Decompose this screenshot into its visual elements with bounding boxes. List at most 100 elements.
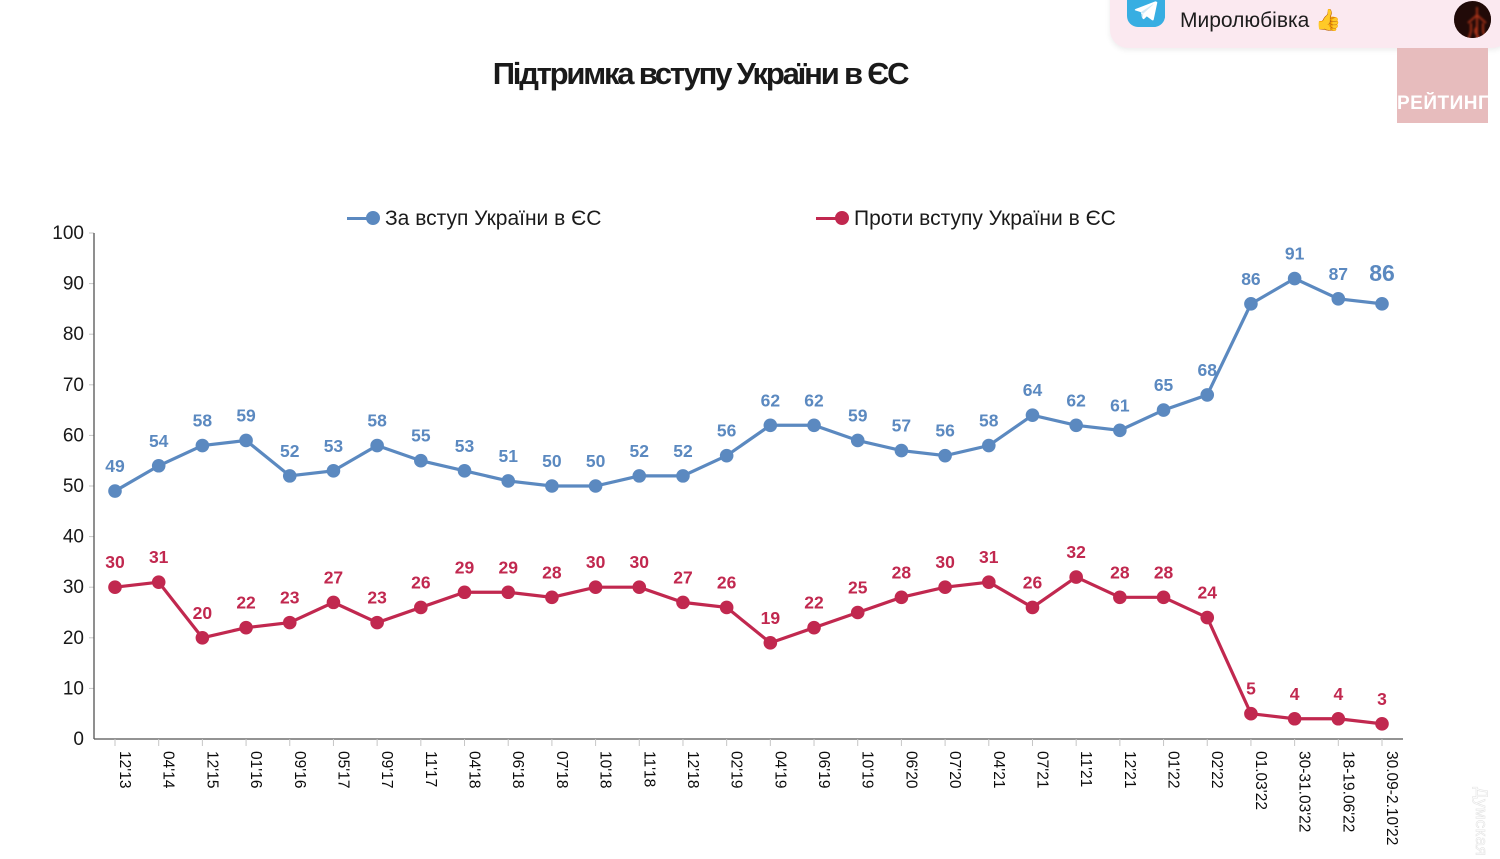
svg-text:22: 22 — [804, 593, 824, 613]
svg-text:18-19.06'22: 18-19.06'22 — [1339, 751, 1356, 832]
svg-text:86: 86 — [1369, 260, 1395, 286]
svg-text:05'17: 05'17 — [334, 751, 351, 788]
svg-text:5: 5 — [1246, 679, 1256, 699]
svg-text:57: 57 — [892, 416, 911, 436]
svg-text:60: 60 — [63, 425, 84, 446]
svg-text:4: 4 — [1333, 684, 1343, 704]
svg-text:12'13: 12'13 — [116, 751, 133, 788]
svg-text:10'18: 10'18 — [597, 751, 614, 788]
svg-text:52: 52 — [673, 441, 693, 461]
svg-text:100: 100 — [52, 223, 84, 244]
svg-text:40: 40 — [63, 527, 84, 548]
svg-text:28: 28 — [892, 562, 912, 582]
svg-text:31: 31 — [149, 547, 169, 567]
svg-text:64: 64 — [1023, 380, 1043, 400]
svg-text:59: 59 — [848, 405, 868, 425]
svg-text:06'19: 06'19 — [815, 751, 832, 788]
svg-text:04'19: 04'19 — [771, 751, 788, 788]
svg-text:68: 68 — [1198, 360, 1218, 380]
svg-text:10'19: 10'19 — [859, 751, 876, 788]
svg-text:23: 23 — [367, 588, 387, 608]
svg-text:4: 4 — [1290, 684, 1300, 704]
svg-text:01'22: 01'22 — [1165, 751, 1182, 788]
svg-text:56: 56 — [717, 421, 737, 441]
svg-text:11'21: 11'21 — [1077, 751, 1094, 787]
svg-text:07'21: 07'21 — [1033, 751, 1050, 788]
svg-text:09'16: 09'16 — [291, 751, 308, 788]
svg-text:62: 62 — [761, 390, 781, 410]
svg-text:04'18: 04'18 — [466, 751, 483, 788]
svg-text:49: 49 — [105, 456, 125, 476]
svg-text:58: 58 — [367, 411, 387, 431]
svg-text:30: 30 — [105, 552, 125, 572]
svg-text:30: 30 — [63, 577, 84, 598]
svg-text:20: 20 — [63, 628, 84, 649]
svg-text:25: 25 — [848, 578, 868, 598]
svg-text:58: 58 — [193, 411, 213, 431]
svg-text:10: 10 — [63, 678, 84, 699]
svg-text:28: 28 — [542, 562, 562, 582]
svg-text:04'21: 04'21 — [990, 751, 1007, 788]
svg-text:27: 27 — [324, 567, 343, 587]
svg-text:28: 28 — [1110, 562, 1130, 582]
svg-text:30: 30 — [586, 552, 606, 572]
svg-text:80: 80 — [63, 324, 84, 345]
svg-text:29: 29 — [498, 557, 518, 577]
svg-text:11'17: 11'17 — [422, 751, 439, 787]
svg-text:28: 28 — [1154, 562, 1174, 582]
svg-text:23: 23 — [280, 588, 300, 608]
svg-text:11'18: 11'18 — [640, 751, 657, 787]
svg-text:19: 19 — [761, 608, 781, 628]
svg-text:12'21: 12'21 — [1121, 751, 1138, 788]
svg-text:26: 26 — [411, 572, 431, 592]
svg-text:02'19: 02'19 — [728, 751, 745, 788]
svg-text:50: 50 — [542, 451, 562, 471]
svg-text:02'22: 02'22 — [1208, 751, 1225, 788]
svg-text:53: 53 — [324, 436, 344, 456]
svg-text:91: 91 — [1285, 244, 1305, 264]
svg-text:62: 62 — [1066, 390, 1086, 410]
svg-text:07'20: 07'20 — [946, 751, 963, 789]
svg-text:32: 32 — [1066, 542, 1086, 562]
svg-text:54: 54 — [149, 431, 169, 451]
svg-text:50: 50 — [63, 476, 84, 497]
svg-text:12'15: 12'15 — [203, 751, 220, 788]
svg-text:07'18: 07'18 — [553, 751, 570, 788]
svg-text:30: 30 — [630, 552, 650, 572]
svg-text:26: 26 — [717, 572, 737, 592]
svg-text:56: 56 — [935, 421, 955, 441]
svg-text:26: 26 — [1023, 572, 1043, 592]
svg-text:09'17: 09'17 — [378, 751, 395, 788]
svg-text:70: 70 — [63, 375, 84, 396]
svg-text:52: 52 — [630, 441, 650, 461]
svg-text:52: 52 — [280, 441, 300, 461]
svg-text:59: 59 — [236, 405, 256, 425]
svg-text:30: 30 — [935, 552, 955, 572]
svg-text:87: 87 — [1329, 264, 1348, 284]
svg-text:27: 27 — [673, 567, 692, 587]
svg-text:30.09-2.10'22: 30.09-2.10'22 — [1383, 751, 1400, 845]
svg-text:0: 0 — [73, 729, 84, 750]
svg-text:06'20: 06'20 — [902, 751, 919, 789]
svg-text:06'18: 06'18 — [509, 751, 526, 788]
svg-text:22: 22 — [236, 593, 256, 613]
svg-text:55: 55 — [411, 426, 431, 446]
svg-text:62: 62 — [804, 390, 824, 410]
svg-text:31: 31 — [979, 547, 999, 567]
svg-text:58: 58 — [979, 411, 999, 431]
svg-text:01'16: 01'16 — [247, 751, 264, 788]
svg-text:90: 90 — [63, 274, 84, 295]
svg-text:01.03'22: 01.03'22 — [1252, 751, 1269, 810]
svg-text:86: 86 — [1241, 269, 1261, 289]
svg-text:50: 50 — [586, 451, 606, 471]
svg-text:61: 61 — [1110, 395, 1130, 415]
svg-text:29: 29 — [455, 557, 475, 577]
svg-text:30-31.03'22: 30-31.03'22 — [1296, 751, 1313, 832]
svg-text:12'18: 12'18 — [684, 751, 701, 788]
svg-text:53: 53 — [455, 436, 475, 456]
svg-text:51: 51 — [498, 446, 518, 466]
svg-text:3: 3 — [1377, 689, 1387, 709]
svg-text:65: 65 — [1154, 375, 1174, 395]
svg-text:04'14: 04'14 — [160, 751, 177, 789]
svg-text:20: 20 — [193, 603, 213, 623]
